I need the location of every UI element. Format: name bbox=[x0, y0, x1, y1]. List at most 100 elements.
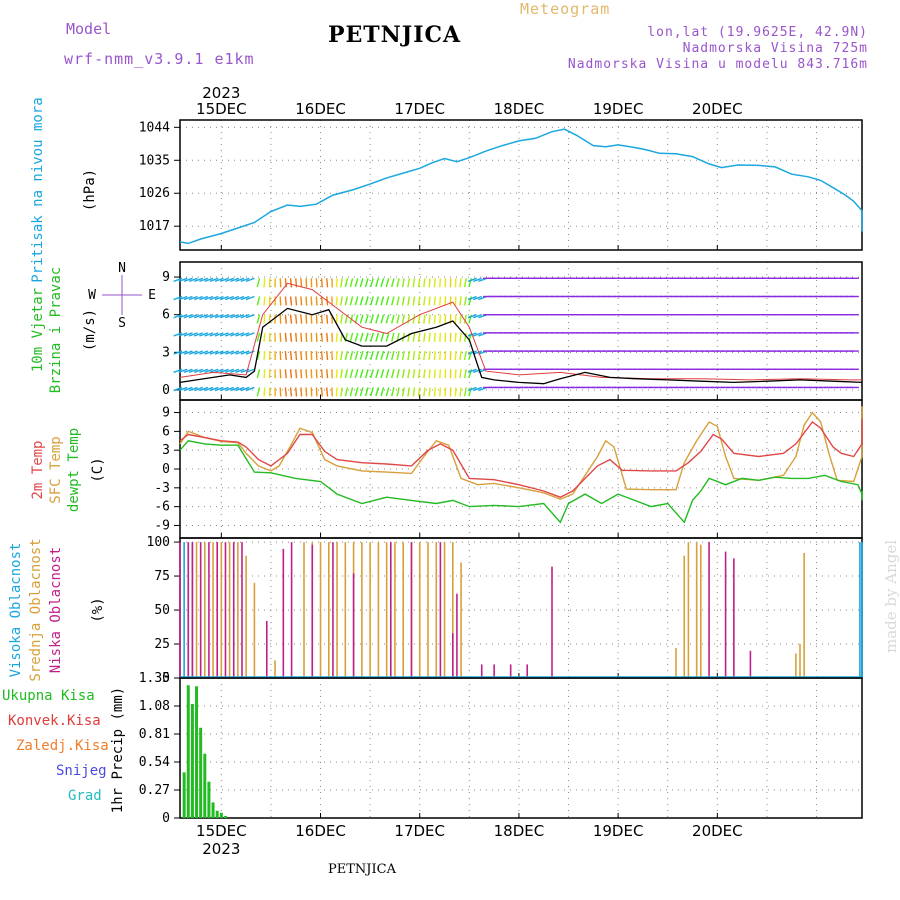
wind-arrow bbox=[326, 369, 329, 379]
wind-arrow bbox=[178, 332, 188, 337]
wind-arrow bbox=[349, 296, 354, 306]
wind-arrow bbox=[263, 278, 266, 288]
cloud-axis-unit: (%) bbox=[90, 597, 106, 622]
wind-arrow bbox=[463, 332, 467, 342]
wind-arrow bbox=[183, 332, 193, 337]
wind-arrow bbox=[305, 387, 308, 397]
wind-arrow bbox=[391, 350, 395, 360]
wind-arrow bbox=[188, 386, 198, 392]
wind-arrow bbox=[407, 296, 411, 306]
wind-arrow bbox=[359, 314, 364, 324]
wind-arrow bbox=[370, 387, 374, 397]
wind-arrow bbox=[300, 387, 303, 397]
wind-arrow bbox=[235, 314, 245, 319]
wind-arrow bbox=[364, 332, 369, 342]
wind-arrow bbox=[459, 387, 462, 397]
wind-arrow bbox=[335, 278, 338, 288]
wind-arrow bbox=[295, 296, 298, 306]
top-date-label: 19DEC bbox=[593, 100, 644, 118]
wind-arrow bbox=[401, 278, 405, 288]
wind-arrow bbox=[417, 387, 421, 397]
wind-arrow bbox=[364, 296, 369, 306]
panel-pressure: 1017 1026 1035 1044 bbox=[139, 119, 863, 251]
wind-arrow bbox=[473, 386, 482, 392]
wind-arrow bbox=[375, 387, 380, 397]
wind-arrow bbox=[214, 314, 224, 319]
wind-arrow bbox=[326, 332, 329, 342]
wind-arrow bbox=[214, 295, 224, 301]
wind-arrow bbox=[183, 314, 193, 319]
bottom-date-label: 16DEC bbox=[295, 822, 346, 840]
wind-arrow bbox=[235, 368, 245, 373]
model-altitude-info: Nadmorska Visina u modelu 843.716m bbox=[567, 57, 868, 72]
y-tick-label: 0 bbox=[162, 671, 170, 686]
wind-arrow bbox=[439, 332, 442, 342]
wind-arrow bbox=[194, 368, 203, 373]
bottom-date-label: 20DEC bbox=[692, 822, 743, 840]
wind-arrow bbox=[364, 387, 369, 397]
wind-arrow bbox=[263, 369, 266, 379]
wind-arrow bbox=[284, 296, 287, 306]
wind-arrow bbox=[349, 369, 354, 379]
wind-arrow bbox=[359, 296, 364, 306]
cloud-axis-name-1: Visoka Oblacnost bbox=[8, 543, 24, 678]
lonlat-info: lon,lat (19.9625E, 42.9N) bbox=[647, 25, 868, 40]
wind-arrow bbox=[375, 350, 380, 360]
wind-arrow bbox=[370, 278, 374, 288]
wind-arrow bbox=[340, 278, 343, 288]
wind-arrow bbox=[194, 386, 203, 392]
wind-arrow bbox=[256, 387, 261, 397]
wind-arrow bbox=[235, 277, 245, 283]
wind-arrow bbox=[385, 278, 390, 288]
bar-precip bbox=[219, 812, 223, 818]
wind-arrow bbox=[385, 296, 390, 306]
wind-arrow bbox=[209, 295, 219, 301]
wind-arrow bbox=[183, 277, 193, 283]
wind-arrow bbox=[401, 369, 405, 379]
wind-arrow bbox=[349, 332, 354, 342]
wind-arrow bbox=[263, 296, 266, 306]
wind-arrow bbox=[225, 332, 234, 337]
panel-precip: 0 0.27 0.54 0.81 1.08 1.35 bbox=[139, 671, 863, 826]
wind-arrow bbox=[240, 314, 250, 319]
series-sfc-temp bbox=[179, 406, 863, 500]
wind-arrow bbox=[199, 277, 209, 283]
wind-arrow bbox=[173, 295, 183, 301]
wind-arrow bbox=[194, 277, 203, 283]
wind-arrow bbox=[240, 295, 250, 301]
wind-arrow bbox=[320, 332, 323, 342]
wind-arrow bbox=[320, 387, 323, 397]
y-tick-label: 3 bbox=[162, 345, 170, 360]
wind-arrow bbox=[349, 387, 354, 397]
compass-e: E bbox=[148, 288, 156, 303]
wind-arrow bbox=[188, 350, 198, 355]
wind-arrow bbox=[396, 350, 400, 361]
wind-arrow bbox=[423, 296, 426, 306]
wind-arrow bbox=[199, 350, 209, 355]
wind-arrow bbox=[305, 332, 308, 342]
wind-arrow bbox=[315, 387, 318, 397]
wind-arrow bbox=[263, 314, 266, 324]
wind-arrow bbox=[433, 351, 436, 361]
wind-arrow bbox=[315, 278, 318, 288]
wind-arrow bbox=[467, 295, 477, 301]
wind-arrow bbox=[359, 332, 364, 342]
wind-arrow bbox=[396, 369, 400, 379]
y-tick-label: 1.08 bbox=[139, 699, 170, 714]
wind-arrow bbox=[385, 314, 390, 324]
wind-arrow bbox=[359, 350, 364, 360]
wind-arrow bbox=[385, 369, 390, 379]
wind-arrow bbox=[230, 332, 240, 337]
wind-arrow bbox=[188, 368, 198, 373]
wind-arrow bbox=[199, 332, 209, 337]
y-tick-label: 3 bbox=[162, 443, 170, 458]
wind-arrow bbox=[173, 386, 183, 392]
wind-arrow bbox=[305, 278, 308, 288]
wind-arrow bbox=[454, 369, 457, 379]
wind-arrow bbox=[214, 332, 224, 337]
wind-arrow bbox=[209, 368, 219, 373]
wind-arrow bbox=[230, 277, 240, 283]
temp-axis-name-3: dewpt Temp bbox=[66, 428, 82, 512]
y-tick-label: 0.54 bbox=[139, 755, 170, 770]
